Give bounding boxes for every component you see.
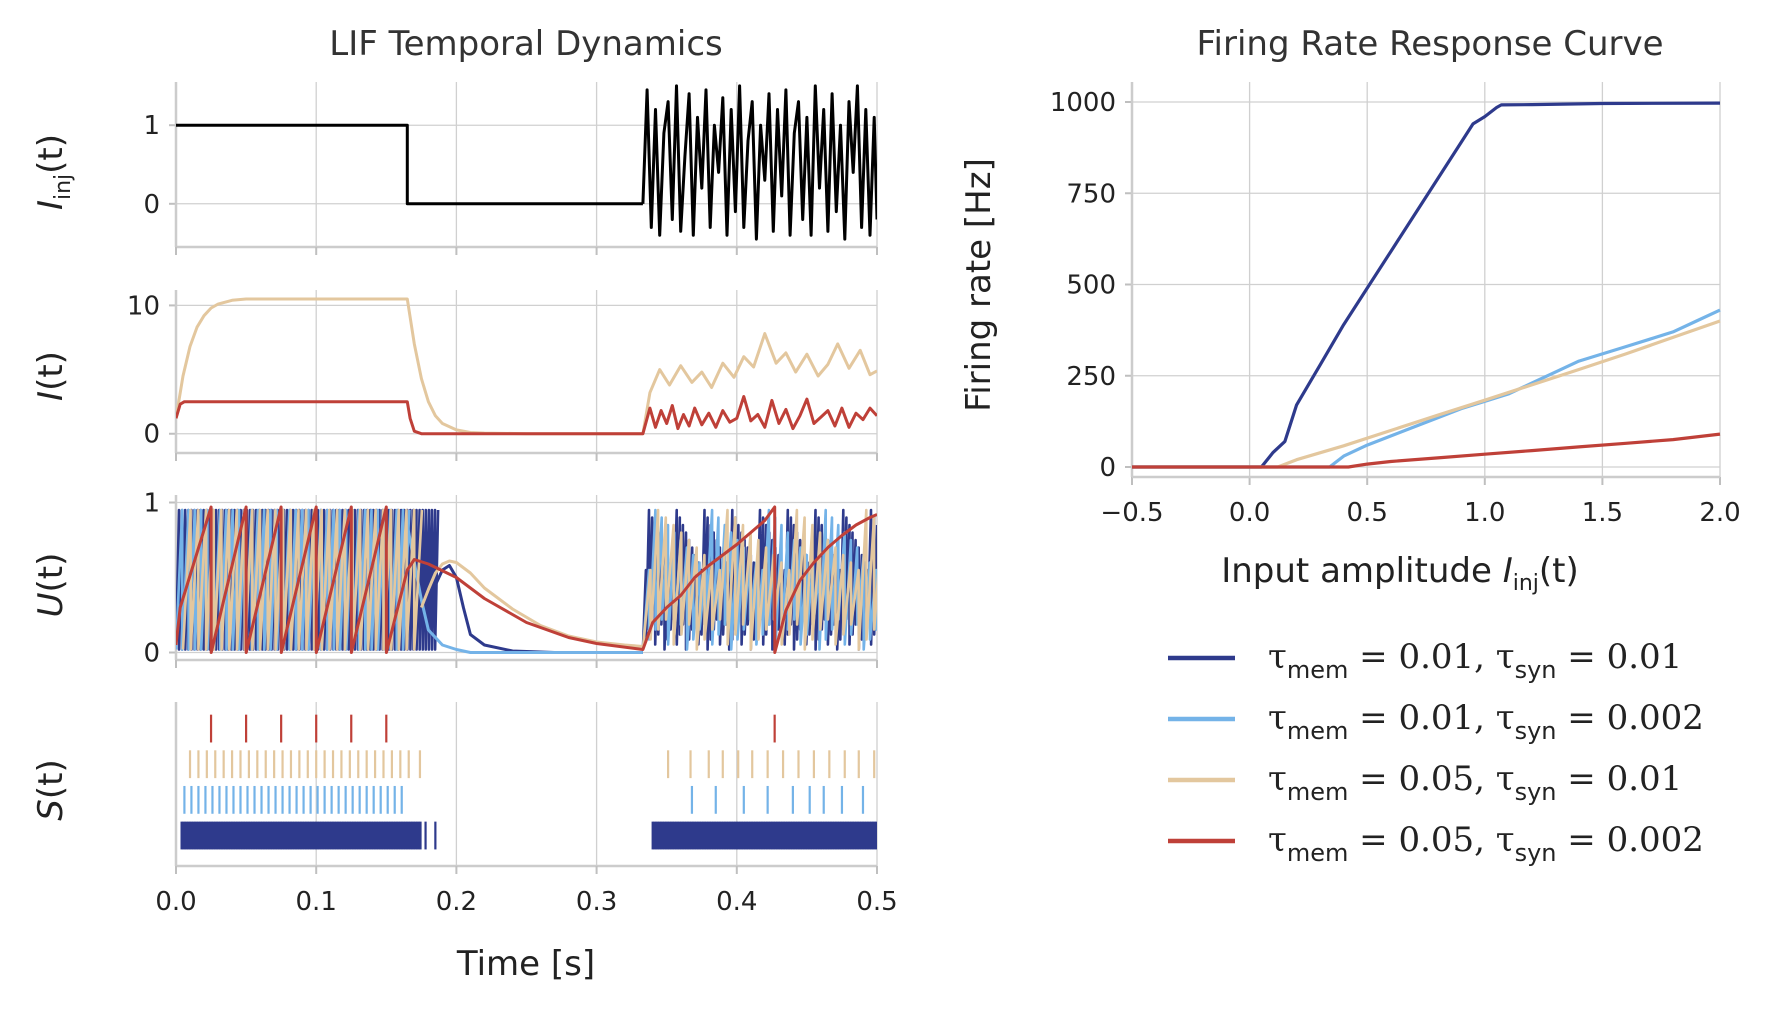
legend-item: τmem = 0.01, τsyn = 0.01 xyxy=(1168,637,1682,684)
svg-text:Firing rate [Hz]: Firing rate [Hz] xyxy=(959,158,999,412)
y-tick-label: 0 xyxy=(143,639,160,669)
series-group xyxy=(180,714,877,850)
series-line xyxy=(176,505,877,654)
panel2-ylabel: I(t) xyxy=(31,351,71,401)
series-line xyxy=(176,395,877,436)
y-tick-label: 250 xyxy=(1066,362,1116,392)
legend: τmem = 0.01, τsyn = 0.01 τmem = 0.01, τsy… xyxy=(1168,637,1704,867)
series-line xyxy=(181,508,424,651)
y-tick-label: 1 xyxy=(143,489,160,519)
legend-label: τmem = 0.01, τsyn = 0.01 xyxy=(1268,637,1682,684)
lif-panel-4: 0.0 0.1 0.2 0.3 0.4 0.5 xyxy=(155,702,898,917)
firing-rate-panel: −0.5 0.0 0.5 1.0 1.5 2.0 0 250 500 750 1000 xyxy=(1050,82,1741,528)
x-tick-label: −0.5 xyxy=(1100,498,1163,528)
legend-item: τmem = 0.05, τsyn = 0.01 xyxy=(1168,759,1682,806)
svg-text:U(t): U(t) xyxy=(31,553,71,618)
x-tick-label: 0.1 xyxy=(296,887,337,917)
series-line xyxy=(641,508,877,651)
y-tick-label: 500 xyxy=(1066,271,1116,301)
y-tick-label: 0 xyxy=(1099,453,1116,483)
series-group xyxy=(176,297,877,436)
y-tick-label: 10 xyxy=(127,291,160,321)
right-chart-title: Firing Rate Response Curve xyxy=(1196,24,1663,64)
x-tick-label: 0.2 xyxy=(436,887,477,917)
legend-label: τmem = 0.01, τsyn = 0.002 xyxy=(1268,698,1704,745)
left-xlabel: Time [s] xyxy=(456,944,595,984)
x-tick-label: 1.0 xyxy=(1464,498,1505,528)
legend-label: τmem = 0.05, τsyn = 0.01 xyxy=(1268,759,1682,806)
left-chart-title: LIF Temporal Dynamics xyxy=(329,24,722,64)
spike-raster-row xyxy=(209,714,776,743)
x-tick-label: 0.5 xyxy=(856,887,897,917)
x-tick-label: 2.0 xyxy=(1699,498,1740,528)
x-tick-label: 1.5 xyxy=(1582,498,1623,528)
y-tick-label: 0 xyxy=(143,190,160,220)
series-line xyxy=(176,123,643,206)
y-tick-label: 0 xyxy=(143,420,160,450)
panel4-ylabel: S(t) xyxy=(31,759,71,820)
right-ylabel: Firing rate [Hz] xyxy=(959,158,999,412)
series-line xyxy=(176,297,877,436)
x-tick-label: 0.5 xyxy=(1347,498,1388,528)
x-tick-label: 0.4 xyxy=(716,887,757,917)
legend-item: τmem = 0.05, τsyn = 0.002 xyxy=(1168,820,1704,867)
series-group xyxy=(176,84,877,241)
panel1-ylabel: Iinj(t) xyxy=(31,134,76,210)
svg-text:S(t): S(t) xyxy=(31,759,71,820)
series-line xyxy=(1132,101,1721,469)
y-tick-label: 1 xyxy=(143,111,160,141)
x-tick-label: 0.0 xyxy=(1229,498,1270,528)
series-line xyxy=(641,84,877,241)
series-line xyxy=(434,564,643,654)
legend-label: τmem = 0.05, τsyn = 0.002 xyxy=(1268,820,1704,867)
spike-raster-row xyxy=(188,750,876,779)
panel3-ylabel: U(t) xyxy=(31,553,71,618)
series-line xyxy=(1132,432,1721,469)
y-tick-label: 750 xyxy=(1066,179,1116,209)
x-tick-label: 0.0 xyxy=(155,887,196,917)
right-xlabel: Input amplitude Iinj(t) xyxy=(1221,551,1579,596)
y-tick-label: 1000 xyxy=(1050,88,1116,118)
svg-text:I(t): I(t) xyxy=(31,351,71,401)
series-line xyxy=(405,524,643,654)
legend-item: τmem = 0.01, τsyn = 0.002 xyxy=(1168,698,1704,745)
series-line xyxy=(1132,319,1721,469)
x-tick-label: 0.3 xyxy=(576,887,617,917)
spike-raster-row xyxy=(180,821,877,850)
lif-panel-2: 0 10 xyxy=(127,290,878,461)
lif-panel-1: 01 xyxy=(143,82,878,255)
series-group xyxy=(176,505,877,654)
lif-panel-3: 01 xyxy=(143,489,878,669)
svg-text:Iinj(t): Iinj(t) xyxy=(31,134,76,210)
spike-raster-row xyxy=(183,785,865,814)
